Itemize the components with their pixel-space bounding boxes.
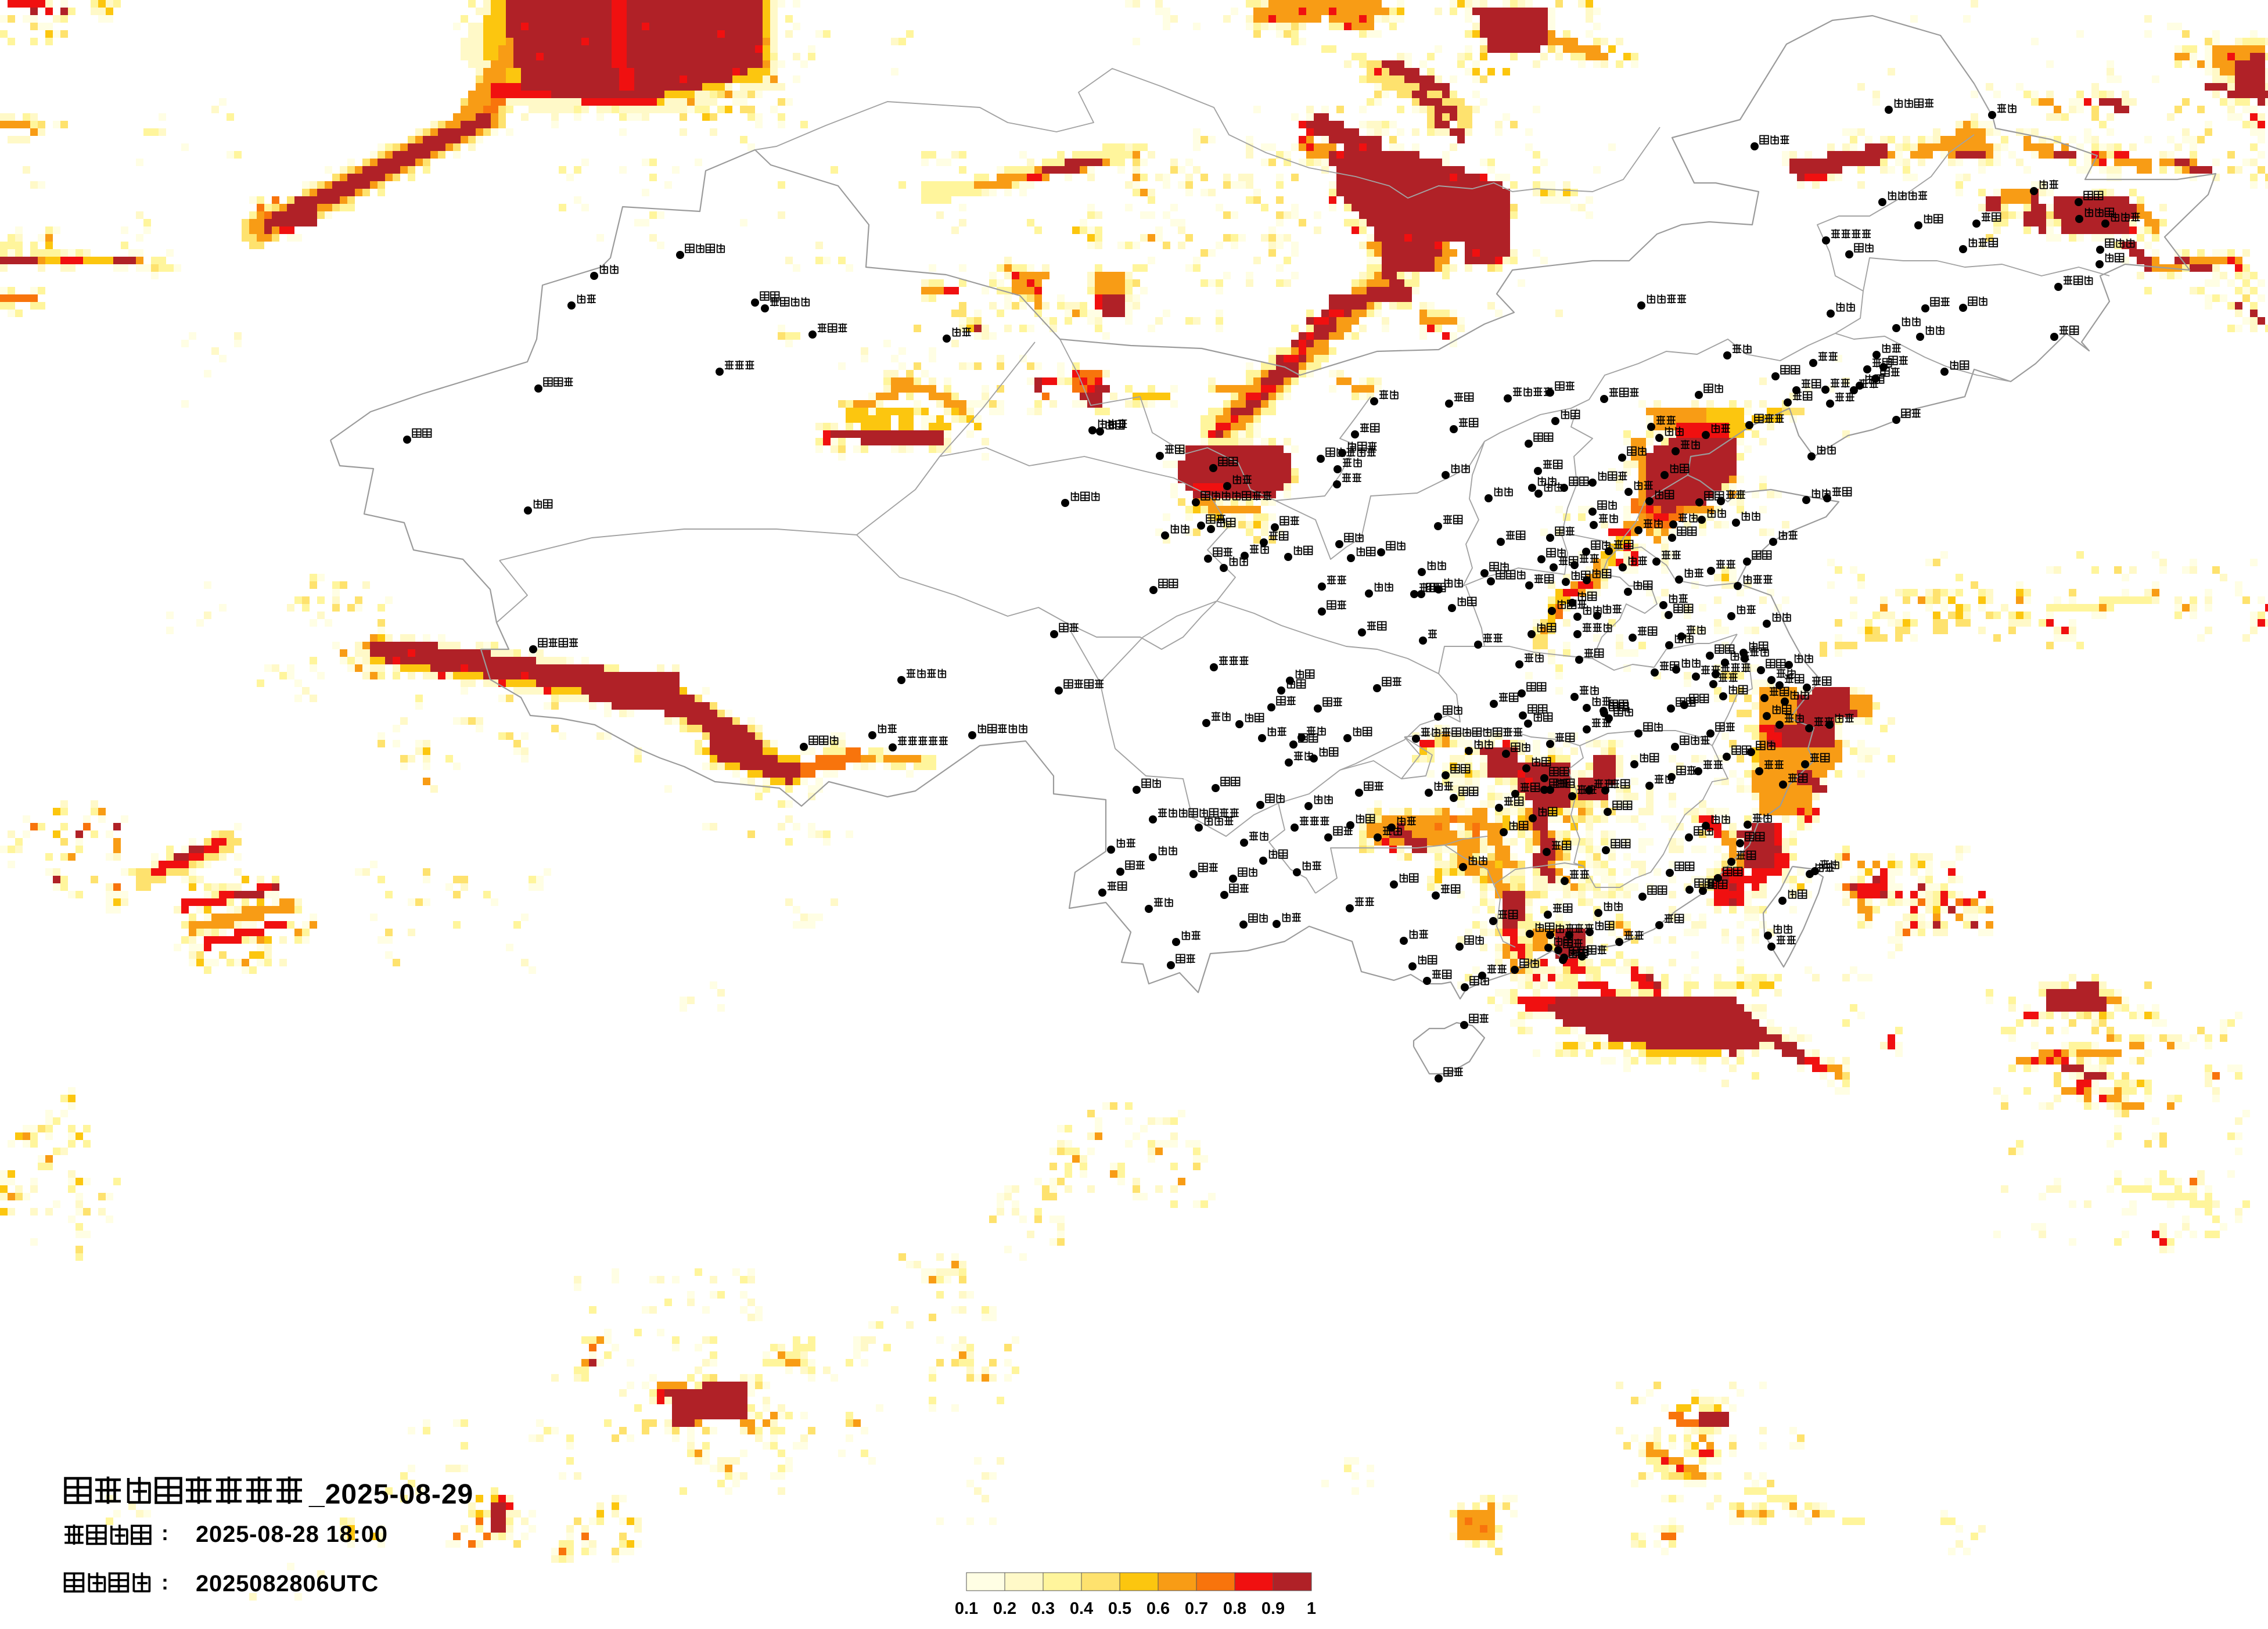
svg-text:0.3: 0.3	[1031, 1599, 1055, 1618]
svg-text:2025082806UTC: 2025082806UTC	[196, 1571, 379, 1596]
svg-text:1: 1	[1307, 1599, 1316, 1618]
svg-text:0.7: 0.7	[1185, 1599, 1208, 1618]
svg-text:0.4: 0.4	[1070, 1599, 1093, 1618]
svg-text:0.2: 0.2	[993, 1599, 1016, 1618]
svg-text:2025-08-28 18:00: 2025-08-28 18:00	[196, 1522, 388, 1547]
svg-text:0.6: 0.6	[1146, 1599, 1170, 1618]
svg-text:0.1: 0.1	[955, 1599, 978, 1618]
svg-text:0.9: 0.9	[1261, 1599, 1285, 1618]
svg-text:0.8: 0.8	[1223, 1599, 1246, 1618]
svg-text::: :	[161, 1570, 168, 1594]
svg-text:_2025-08-29: _2025-08-29	[308, 1479, 473, 1510]
svg-text::: :	[161, 1521, 168, 1545]
svg-text:0.5: 0.5	[1108, 1599, 1131, 1618]
